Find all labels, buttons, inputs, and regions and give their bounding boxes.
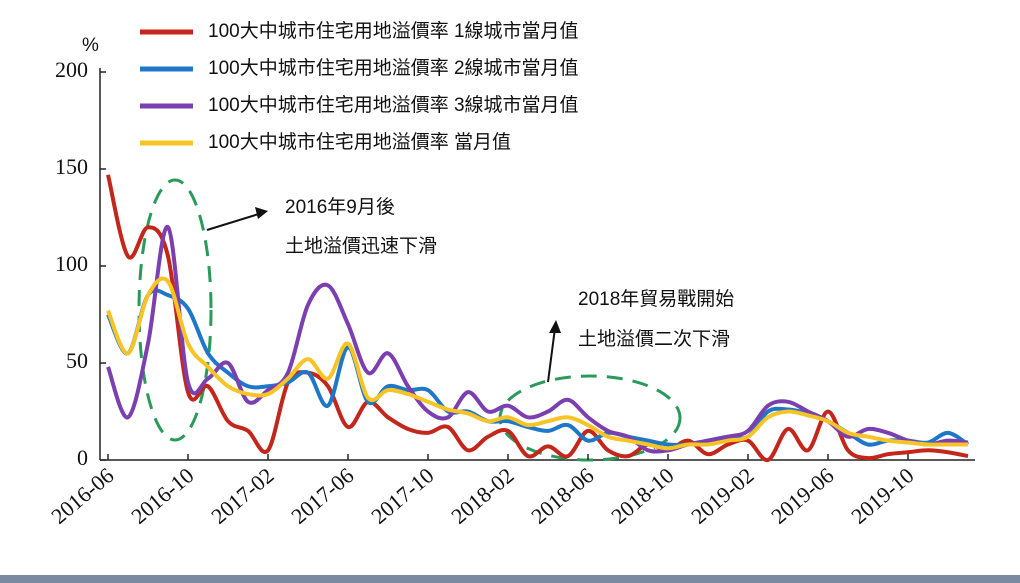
series-line [106,288,970,447]
y-tick-label: 0 [77,445,88,470]
series-line [106,225,969,454]
x-tick-label: 2017-10 [366,463,438,529]
x-tick-label: 2016-06 [46,463,118,529]
arrow [206,212,263,231]
highlight-ellipse [137,178,213,442]
y-tick-label: 200 [55,57,88,82]
y-tick-label: 150 [55,154,88,179]
series-line [106,276,968,451]
annotation: 2016年9月後 [285,196,395,218]
x-tick-label: 2018-06 [526,463,598,529]
arrow-head [255,207,268,219]
legend-label: 100大中城市住宅用地溢價率 3線城市當月值 [208,94,579,116]
arrow-head [549,320,561,333]
x-tick-label: 2019-10 [846,463,918,529]
annotation: 土地溢價二次下滑 [578,328,730,350]
x-tick-label: 2017-02 [206,463,278,529]
window-edge [0,575,1020,583]
annotation: 2018年貿易戰開始 [578,288,734,310]
x-tick-label: 2019-06 [766,463,838,529]
x-tick-label: 2016-10 [126,463,198,529]
y-tick-label: 100 [55,251,88,276]
annotation: 土地溢價迅速下滑 [285,235,437,257]
x-tick-label: 2018-10 [606,463,678,529]
y-tick-label: 50 [66,348,88,373]
legend-label: 100大中城市住宅用地溢價率 2線城市當月值 [208,57,579,79]
legend-label: 100大中城市住宅用地溢價率 當月值 [208,131,511,153]
y-axis-label: % [82,35,99,56]
x-tick-label: 2019-02 [686,463,758,529]
legend-label: 100大中城市住宅用地溢價率 1線城市當月值 [208,20,579,42]
arrow [547,327,556,383]
x-tick-label: 2018-02 [446,463,518,529]
x-tick-label: 2017-06 [286,463,358,529]
